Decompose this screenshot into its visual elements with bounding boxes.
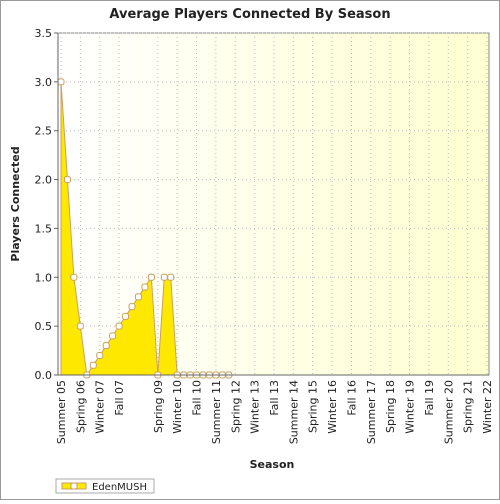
x-tick-label: Spring 21	[462, 380, 475, 433]
x-tick-label: Fall 07	[113, 380, 126, 416]
x-tick-label: Winter 10	[171, 380, 184, 434]
x-tick-label: Spring 15	[307, 380, 320, 433]
y-tick-label: 3.5	[35, 27, 53, 40]
y-tick-label: 0.0	[35, 369, 53, 382]
x-tick-label: Summer 20	[442, 380, 455, 444]
y-tick-label: 0.5	[35, 320, 53, 333]
marker	[109, 332, 117, 340]
marker	[76, 322, 84, 330]
x-tick-label: Spring 18	[384, 380, 397, 433]
y-tick-label: 2.5	[35, 125, 53, 138]
marker	[167, 273, 175, 281]
x-tick-label: Winter 07	[94, 380, 107, 434]
marker	[115, 322, 123, 330]
marker	[89, 361, 97, 369]
chart-title: Average Players Connected By Season	[109, 7, 390, 22]
marker	[57, 78, 65, 86]
marker	[134, 293, 142, 301]
x-tick-label: Summer 05	[55, 380, 68, 444]
x-tick-label: Summer 17	[365, 380, 378, 444]
x-tick-label: Winter 13	[249, 380, 262, 434]
x-tick-label: Spring 09	[152, 380, 165, 433]
x-tick-label: Summer 14	[287, 380, 300, 444]
x-axis-label: Season	[250, 458, 295, 471]
marker	[160, 273, 168, 281]
marker	[122, 312, 130, 320]
x-tick-label: Fall 10	[191, 380, 204, 416]
x-tick-label: Spring 12	[229, 380, 242, 433]
legend-label: EdenMUSH	[92, 482, 147, 493]
x-tick-label: Winter 16	[326, 380, 339, 434]
legend-marker	[70, 482, 78, 490]
y-tick-label: 1.0	[35, 271, 53, 284]
y-axis-label: Players Connected	[9, 146, 22, 261]
marker	[128, 303, 136, 311]
x-tick-label: Fall 13	[268, 380, 281, 416]
y-tick-label: 1.5	[35, 222, 53, 235]
x-tick-label: Summer 11	[210, 380, 223, 444]
marker	[96, 351, 104, 359]
x-tick-label: Fall 16	[345, 380, 358, 416]
marker	[141, 283, 149, 291]
y-tick-label: 3.0	[35, 76, 53, 89]
x-tick-label: Spring 06	[74, 380, 87, 433]
y-tick-label: 2.0	[35, 174, 53, 187]
x-tick-label: Winter 22	[481, 380, 494, 434]
marker	[63, 176, 71, 184]
marker	[70, 273, 78, 281]
x-tick-label: Fall 19	[423, 380, 436, 416]
x-tick-label: Winter 19	[404, 380, 417, 434]
marker	[147, 273, 155, 281]
marker	[102, 342, 110, 350]
